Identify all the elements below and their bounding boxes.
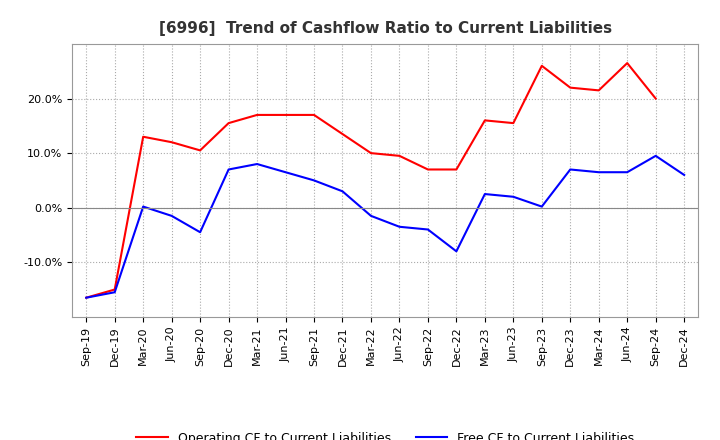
Free CF to Current Liabilities <box>395 224 404 229</box>
Free CF to Current Liabilities <box>225 167 233 172</box>
Operating CF to Current Liabilities <box>253 112 261 117</box>
Operating CF to Current Liabilities <box>110 287 119 292</box>
Free CF to Current Liabilities <box>366 213 375 219</box>
Line: Operating CF to Current Liabilities: Operating CF to Current Liabilities <box>86 63 656 298</box>
Operating CF to Current Liabilities <box>338 132 347 137</box>
Free CF to Current Liabilities <box>282 169 290 175</box>
Operating CF to Current Liabilities <box>196 148 204 153</box>
Free CF to Current Liabilities <box>82 295 91 301</box>
Free CF to Current Liabilities <box>480 191 489 197</box>
Free CF to Current Liabilities <box>196 230 204 235</box>
Operating CF to Current Liabilities <box>225 121 233 126</box>
Free CF to Current Liabilities <box>167 213 176 219</box>
Title: [6996]  Trend of Cashflow Ratio to Current Liabilities: [6996] Trend of Cashflow Ratio to Curren… <box>158 21 612 36</box>
Operating CF to Current Liabilities <box>623 60 631 66</box>
Operating CF to Current Liabilities <box>82 295 91 301</box>
Operating CF to Current Liabilities <box>652 96 660 101</box>
Legend: Operating CF to Current Liabilities, Free CF to Current Liabilities: Operating CF to Current Liabilities, Fre… <box>131 427 639 440</box>
Free CF to Current Liabilities <box>537 204 546 209</box>
Free CF to Current Liabilities <box>566 167 575 172</box>
Free CF to Current Liabilities <box>253 161 261 167</box>
Free CF to Current Liabilities <box>338 189 347 194</box>
Operating CF to Current Liabilities <box>423 167 432 172</box>
Free CF to Current Liabilities <box>652 153 660 158</box>
Operating CF to Current Liabilities <box>480 118 489 123</box>
Free CF to Current Liabilities <box>423 227 432 232</box>
Operating CF to Current Liabilities <box>537 63 546 69</box>
Operating CF to Current Liabilities <box>139 134 148 139</box>
Operating CF to Current Liabilities <box>310 112 318 117</box>
Free CF to Current Liabilities <box>310 178 318 183</box>
Operating CF to Current Liabilities <box>566 85 575 90</box>
Operating CF to Current Liabilities <box>395 153 404 158</box>
Free CF to Current Liabilities <box>595 169 603 175</box>
Free CF to Current Liabilities <box>452 249 461 254</box>
Free CF to Current Liabilities <box>110 290 119 295</box>
Free CF to Current Liabilities <box>680 172 688 178</box>
Operating CF to Current Liabilities <box>167 139 176 145</box>
Free CF to Current Liabilities <box>623 169 631 175</box>
Line: Free CF to Current Liabilities: Free CF to Current Liabilities <box>86 156 684 298</box>
Operating CF to Current Liabilities <box>366 150 375 156</box>
Operating CF to Current Liabilities <box>509 121 518 126</box>
Operating CF to Current Liabilities <box>595 88 603 93</box>
Free CF to Current Liabilities <box>509 194 518 199</box>
Operating CF to Current Liabilities <box>282 112 290 117</box>
Operating CF to Current Liabilities <box>452 167 461 172</box>
Free CF to Current Liabilities <box>139 204 148 209</box>
